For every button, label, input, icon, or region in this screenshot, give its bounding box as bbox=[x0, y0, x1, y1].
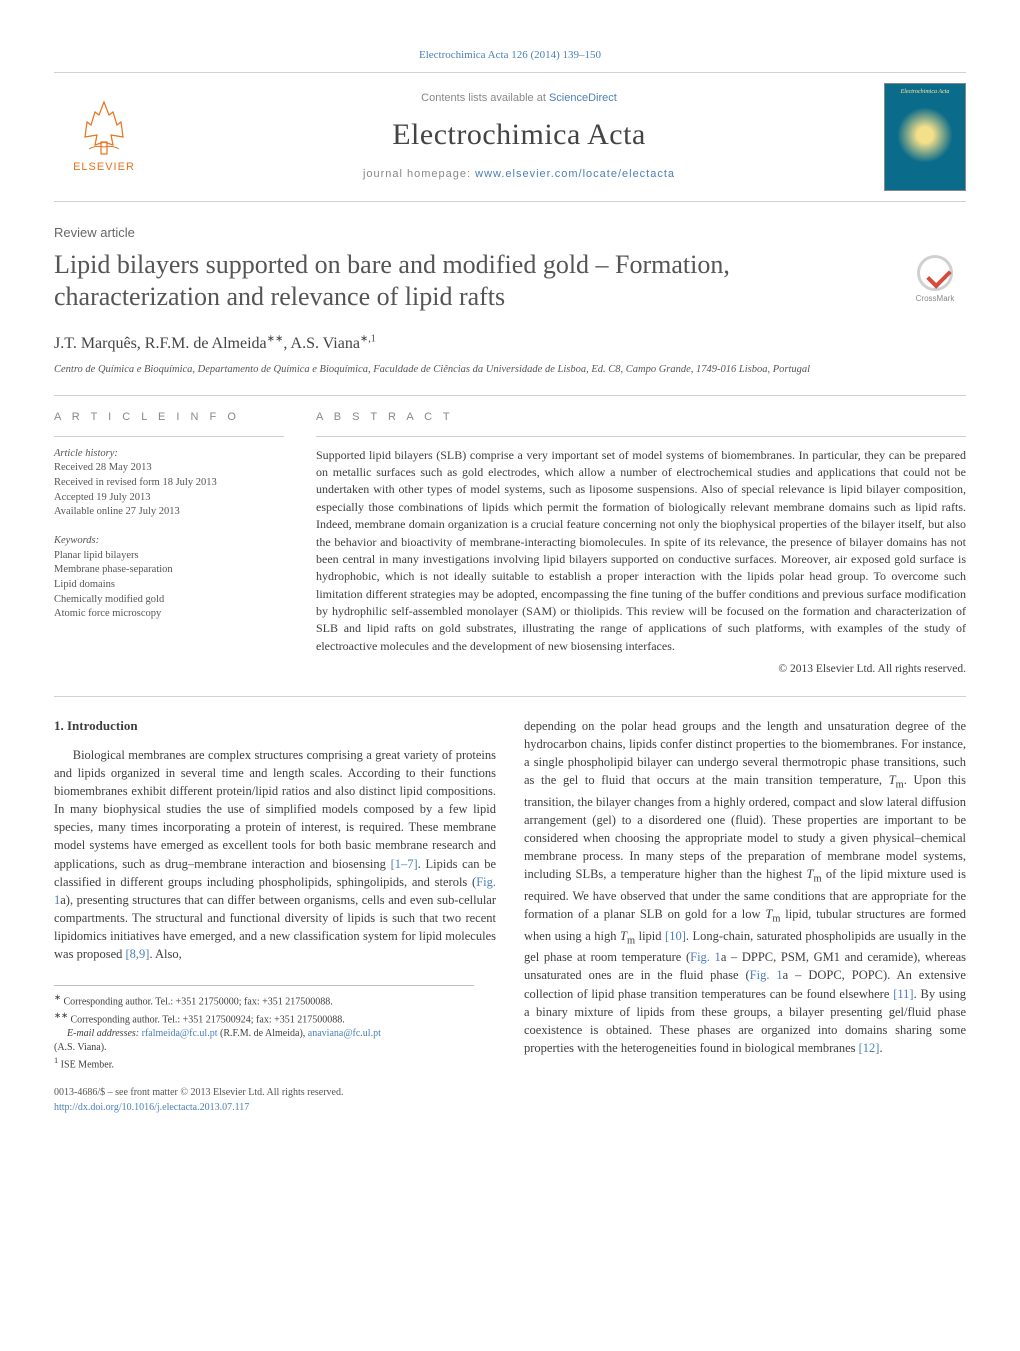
ref-link[interactable]: [10] bbox=[665, 929, 686, 943]
doi-link[interactable]: http://dx.doi.org/10.1016/j.electacta.20… bbox=[54, 1102, 249, 1113]
footnotes: ∗ Corresponding author. Tel.: +351 21750… bbox=[54, 985, 474, 1072]
article-info-heading: A R T I C L E I N F O bbox=[54, 410, 284, 426]
abstract-text: Supported lipid bilayers (SLB) comprise … bbox=[316, 447, 966, 656]
ref-link[interactable]: [11] bbox=[893, 987, 913, 1001]
top-citation-link[interactable]: Electrochimica Acta 126 (2014) 139–150 bbox=[419, 49, 601, 61]
body-left-column: 1. Introduction Biological membranes are… bbox=[54, 717, 496, 1115]
journal-homepage: journal homepage: www.elsevier.com/locat… bbox=[154, 167, 884, 183]
elsevier-logo[interactable]: ELSEVIER bbox=[54, 87, 154, 187]
journal-header: ELSEVIER Contents lists available at Sci… bbox=[54, 72, 966, 202]
email-link[interactable]: rfalmeida@fc.ul.pt bbox=[142, 1028, 218, 1039]
abstract-copyright: © 2013 Elsevier Ltd. All rights reserved… bbox=[316, 661, 966, 678]
divider bbox=[54, 395, 966, 396]
ref-link[interactable]: [12] bbox=[859, 1041, 880, 1055]
journal-homepage-link[interactable]: www.elsevier.com/locate/electacta bbox=[475, 168, 675, 180]
top-citation: Electrochimica Acta 126 (2014) 139–150 bbox=[54, 48, 966, 64]
elsevier-logo-text: ELSEVIER bbox=[73, 160, 135, 176]
ref-link[interactable]: [1–7] bbox=[391, 857, 418, 871]
cover-title: Electrochimica Acta bbox=[901, 88, 950, 97]
elsevier-tree-icon bbox=[77, 97, 131, 157]
article-title: Lipid bilayers supported on bare and mod… bbox=[54, 249, 892, 314]
sciencedirect-link[interactable]: ScienceDirect bbox=[549, 92, 617, 104]
ref-link[interactable]: [8,9] bbox=[126, 947, 150, 961]
contents-line: Contents lists available at ScienceDirec… bbox=[154, 91, 884, 107]
crossmark-label: CrossMark bbox=[916, 293, 955, 305]
email-link[interactable]: anaviana@fc.ul.pt bbox=[308, 1028, 381, 1039]
journal-cover-thumbnail[interactable]: Electrochimica Acta bbox=[884, 83, 966, 191]
fig-link[interactable]: Fig. 1 bbox=[750, 968, 783, 982]
section-heading: 1. Introduction bbox=[54, 717, 496, 736]
crossmark-badge[interactable]: CrossMark bbox=[904, 249, 966, 311]
footer-bar: 0013-4686/$ – see front matter © 2013 El… bbox=[54, 1086, 496, 1115]
journal-name: Electrochimica Acta bbox=[154, 113, 884, 157]
crossmark-check-icon bbox=[917, 255, 953, 291]
affiliation: Centro de Química e Bioquímica, Departam… bbox=[54, 363, 966, 377]
article-history: Article history: Received 28 May 2013 Re… bbox=[54, 447, 284, 520]
abstract-heading: A B S T R A C T bbox=[316, 410, 966, 426]
article-type: Review article bbox=[54, 224, 966, 243]
cover-image-icon bbox=[897, 107, 953, 163]
keywords: Keywords: Planar lipid bilayers Membrane… bbox=[54, 534, 284, 622]
fig-link[interactable]: Fig. 1 bbox=[690, 950, 721, 964]
body-right-column: depending on the polar head groups and t… bbox=[524, 717, 966, 1115]
authors: J.T. Marquês, R.F.M. de Almeida∗∗, A.S. … bbox=[54, 332, 966, 355]
